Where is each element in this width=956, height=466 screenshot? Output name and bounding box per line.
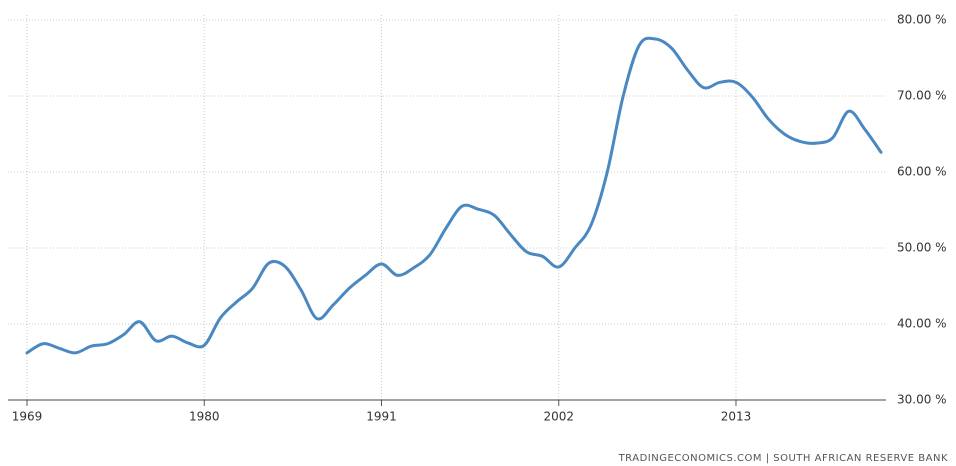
- y-tick-label: 30.00 %: [897, 393, 947, 407]
- y-tick-label: 50.00 %: [897, 241, 947, 255]
- x-tick-label: 2002: [543, 410, 574, 424]
- x-tick-label: 1991: [366, 410, 397, 424]
- x-tick-label: 1969: [12, 410, 43, 424]
- y-tick-label: 60.00 %: [897, 165, 947, 179]
- x-tick-label: 2013: [721, 410, 752, 424]
- source-note: TRADINGECONOMICS.COM | SOUTH AFRICAN RES…: [618, 453, 948, 464]
- x-tick-label: 1980: [189, 410, 220, 424]
- y-tick-label: 80.00 %: [897, 13, 947, 27]
- y-tick-label: 70.00 %: [897, 89, 947, 103]
- data-line: [25, 36, 883, 355]
- y-tick-label: 40.00 %: [897, 317, 947, 331]
